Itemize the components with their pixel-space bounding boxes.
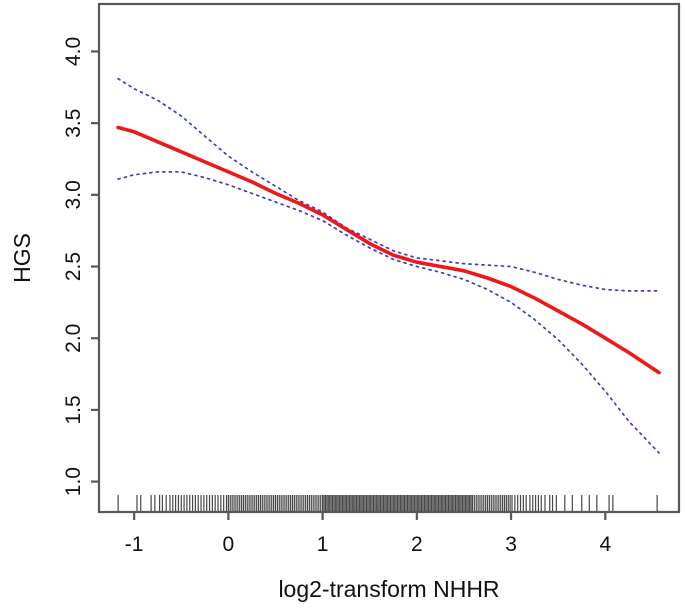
y-tick-label: 1.5: [62, 395, 85, 424]
y-tick-label: 3.0: [62, 180, 85, 209]
y-axis-label: HGS: [9, 233, 35, 283]
x-tick-label: 0: [223, 533, 235, 556]
y-tick-label: 3.5: [62, 109, 85, 138]
x-axis-label: log2-transform NHHR: [278, 576, 499, 602]
ci-lower-curve: [117, 171, 660, 454]
fitted-smooth-curve: [116, 125, 661, 375]
x-tick-label: 2: [411, 533, 423, 556]
x-tick-label: 3: [505, 533, 517, 556]
curve-series: [116, 77, 661, 454]
rug-plot: [117, 495, 658, 511]
plot-box: [97, 2, 681, 514]
x-tick-label: -1: [125, 533, 144, 556]
y-tick-label: 1.0: [62, 467, 85, 496]
ci-upper-curve: [117, 77, 660, 292]
x-axis-ticks: -1 0 1 2 3 4: [125, 512, 611, 556]
y-tick-label: 4.0: [62, 37, 85, 66]
y-tick-label: 2.0: [62, 324, 85, 353]
y-tick-label: 2.5: [62, 252, 85, 281]
y-axis-ticks: 1.0 1.5 2.0 2.5 3.0 3.5 4.0: [62, 37, 99, 496]
plot-border: [97, 2, 681, 514]
x-tick-label: 4: [599, 533, 611, 556]
x-tick-label: 1: [317, 533, 329, 556]
